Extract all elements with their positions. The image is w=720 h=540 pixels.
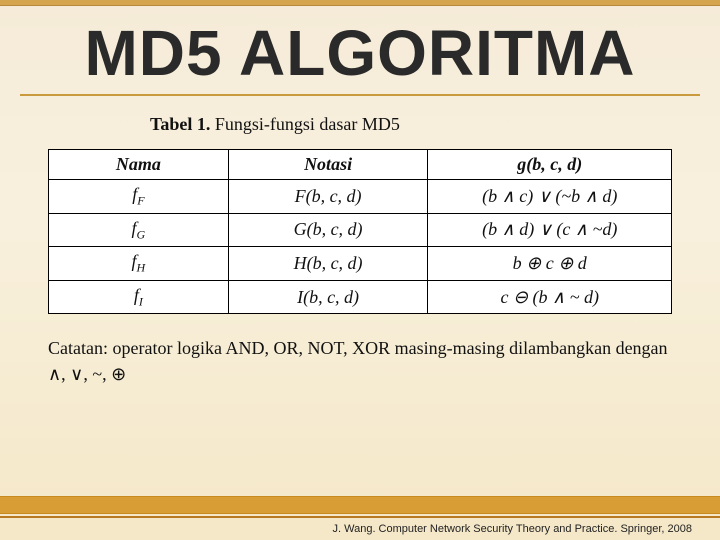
- caption-label: Tabel 1.: [150, 114, 210, 134]
- col-header-notasi: Notasi: [228, 150, 428, 180]
- table-row: fG G(b, c, d) (b ∧ d) ∨ (c ∧ ~d): [49, 213, 672, 247]
- table-caption: Tabel 1. Fungsi-fungsi dasar MD5: [150, 114, 720, 135]
- cell-g: (b ∧ d) ∨ (c ∧ ~d): [428, 213, 672, 247]
- col-header-nama: Nama: [49, 150, 229, 180]
- cell-notasi: H(b, c, d): [228, 247, 428, 281]
- cell-nama: fH: [49, 247, 229, 281]
- footer-band: [0, 496, 720, 514]
- cell-nama: fG: [49, 213, 229, 247]
- cell-nama: fF: [49, 180, 229, 214]
- citation-text: J. Wang. Computer Network Security Theor…: [333, 523, 693, 535]
- cell-notasi: I(b, c, d): [228, 280, 428, 314]
- caption-text: Fungsi-fungsi dasar MD5: [215, 114, 400, 134]
- cell-g: (b ∧ c) ∨ (~b ∧ d): [428, 180, 672, 214]
- footer-rule: [0, 516, 720, 518]
- cell-g: c ⊖ (b ∧ ~ d): [428, 280, 672, 314]
- footnote-text: Catatan: operator logika AND, OR, NOT, X…: [48, 336, 672, 386]
- table-row: fF F(b, c, d) (b ∧ c) ∨ (~b ∧ d): [49, 180, 672, 214]
- cell-notasi: G(b, c, d): [228, 213, 428, 247]
- page-title: MD5 ALGORITMA: [20, 0, 700, 96]
- col-header-g: g(b, c, d): [428, 150, 672, 180]
- cell-nama: fI: [49, 280, 229, 314]
- table-row: fI I(b, c, d) c ⊖ (b ∧ ~ d): [49, 280, 672, 314]
- table-row: fH H(b, c, d) b ⊕ c ⊕ d: [49, 247, 672, 281]
- top-accent-bar: [0, 0, 720, 6]
- cell-notasi: F(b, c, d): [228, 180, 428, 214]
- table-header-row: Nama Notasi g(b, c, d): [49, 150, 672, 180]
- md5-functions-table: Nama Notasi g(b, c, d) fF F(b, c, d) (b …: [48, 149, 672, 314]
- cell-g: b ⊕ c ⊕ d: [428, 247, 672, 281]
